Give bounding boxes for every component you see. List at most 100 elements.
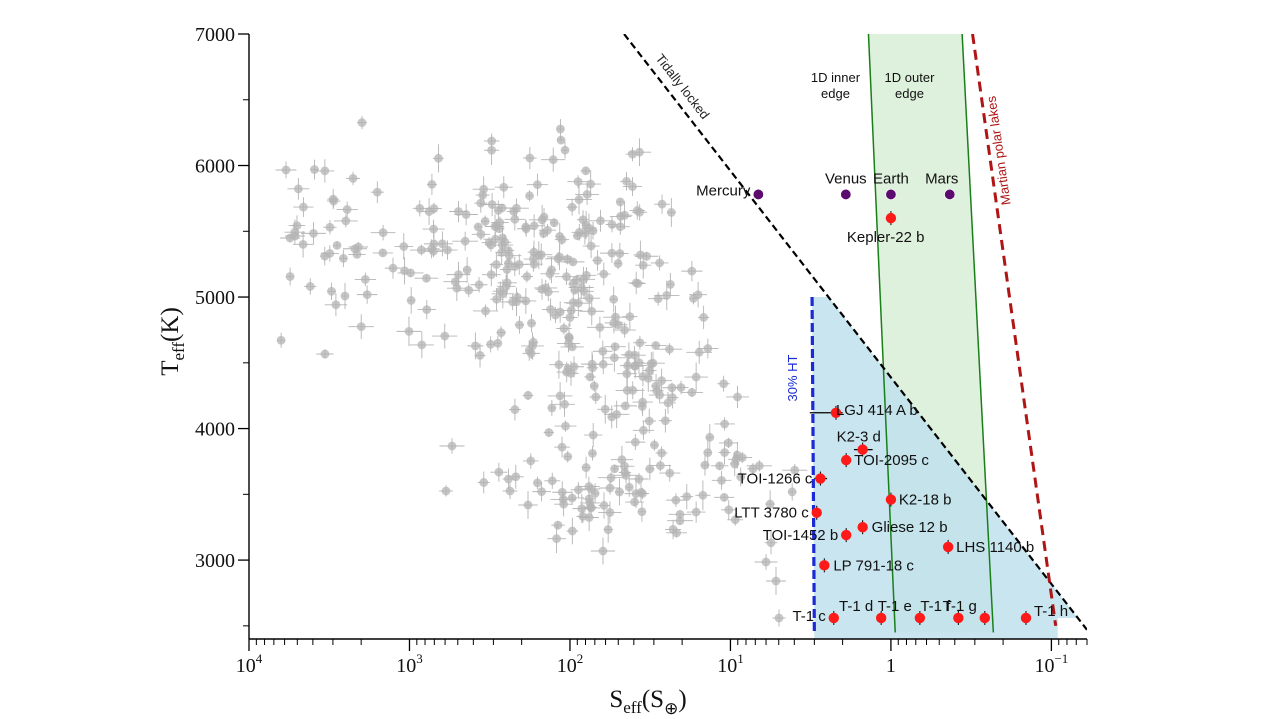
- background-point: [537, 215, 547, 225]
- background-point: [599, 501, 609, 510]
- background-point: [620, 210, 629, 220]
- background-point: [510, 214, 520, 224]
- solar-system-point: [840, 188, 852, 200]
- background-point: [417, 340, 427, 350]
- background-point: [522, 272, 532, 281]
- tidally-locked-label: Tidally locked: [653, 51, 713, 122]
- background-point: [662, 291, 672, 300]
- background-point: [470, 341, 480, 351]
- y-tick-label: 6000: [195, 156, 235, 178]
- background-point: [624, 482, 634, 492]
- background-point: [514, 259, 524, 269]
- background-point: [447, 441, 457, 451]
- background-point: [440, 331, 450, 341]
- background-point: [733, 392, 742, 402]
- background-point: [624, 350, 634, 360]
- planet-label: TOI-2095 c: [854, 452, 929, 469]
- background-point: [536, 250, 546, 260]
- ht30-line: [810, 297, 816, 633]
- y-tick-label: 5000: [195, 287, 235, 309]
- inner-edge-line: [867, 34, 896, 633]
- background-point: [609, 294, 619, 304]
- background-point: [553, 520, 563, 530]
- background-point: [766, 538, 776, 548]
- background-point: [328, 194, 338, 204]
- background-point: [694, 347, 704, 357]
- background-point: [493, 338, 503, 348]
- planet-point: [885, 212, 897, 224]
- background-point: [588, 363, 597, 373]
- background-point: [338, 253, 348, 263]
- background-point: [378, 248, 388, 258]
- background-point: [628, 182, 637, 191]
- planet-point: [830, 407, 842, 418]
- background-point: [362, 290, 372, 300]
- background-point: [462, 265, 472, 275]
- solar-system-label: Mercury: [696, 182, 751, 199]
- background-point: [341, 216, 351, 226]
- background-point: [299, 202, 308, 212]
- background-point: [327, 286, 336, 296]
- background-point: [593, 256, 602, 265]
- background-point: [523, 500, 533, 510]
- background-point: [761, 557, 771, 567]
- background-point: [496, 328, 506, 337]
- background-point: [600, 404, 610, 414]
- background-point: [543, 225, 552, 235]
- background-point: [621, 470, 631, 480]
- background-point: [404, 326, 414, 336]
- background-point: [581, 166, 591, 176]
- background-point: [675, 516, 685, 526]
- background-point: [693, 290, 703, 300]
- planet-point: [953, 612, 964, 624]
- solar-system-point: [752, 188, 764, 200]
- background-point: [581, 463, 591, 472]
- background-point: [588, 226, 598, 236]
- planet-point: [840, 529, 852, 541]
- background-point: [276, 335, 286, 345]
- background-point: [555, 231, 565, 241]
- background-point: [598, 546, 608, 556]
- solar-system-label: Venus: [825, 170, 867, 187]
- y-tick-label: 3000: [195, 550, 235, 572]
- planet-point: [819, 560, 830, 571]
- background-point: [559, 324, 569, 333]
- background-point: [563, 364, 573, 374]
- outer-edge-label-line1: 1D outer: [885, 70, 936, 85]
- planet-point: [857, 522, 868, 533]
- background-point: [400, 266, 409, 276]
- background-point: [547, 476, 557, 486]
- background-point: [340, 291, 350, 301]
- axes: 104 103 102 101 1 10−1 3000 4000 5000 6000 7000 Sef…: [157, 24, 1088, 718]
- background-point: [548, 155, 558, 165]
- background-point: [357, 118, 367, 127]
- background-point: [668, 393, 677, 402]
- background-point: [666, 208, 676, 217]
- background-point: [523, 390, 533, 400]
- background-point: [774, 613, 784, 623]
- planet-point: [828, 612, 839, 624]
- background-point: [577, 504, 587, 514]
- background-point: [585, 372, 595, 382]
- planet-label: T-1 f: [920, 598, 951, 615]
- planet-point: [875, 612, 887, 624]
- background-point: [638, 425, 648, 435]
- background-point: [620, 401, 630, 411]
- x-axis-title: Seff(S⊕): [609, 686, 686, 718]
- background-point: [479, 478, 489, 487]
- x-tick-label: 102: [557, 651, 584, 677]
- background-point: [671, 495, 681, 505]
- background-point: [574, 227, 584, 237]
- planet-point: [811, 507, 822, 518]
- background-point: [584, 494, 594, 504]
- background-point: [638, 397, 648, 407]
- background-point: [508, 297, 518, 307]
- background-point: [559, 499, 569, 509]
- background-point: [730, 459, 740, 469]
- background-point: [544, 428, 554, 437]
- background-point: [555, 252, 564, 262]
- background-point: [691, 372, 701, 382]
- background-point: [331, 300, 341, 310]
- background-point: [406, 296, 416, 305]
- planet-label: K2-3 d: [837, 429, 881, 446]
